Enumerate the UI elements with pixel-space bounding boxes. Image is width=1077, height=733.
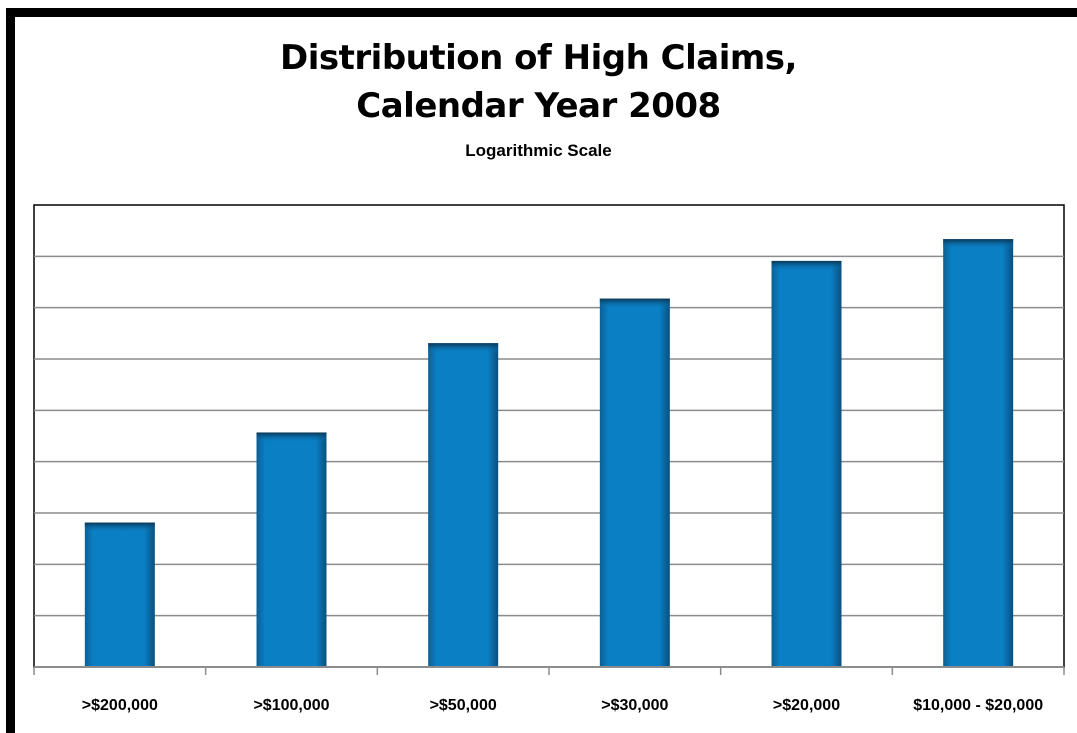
x-tick-label: >$100,000 xyxy=(253,697,329,714)
bar xyxy=(771,260,842,667)
x-tick-label: >$30,000 xyxy=(601,697,668,714)
bar-body xyxy=(599,298,670,667)
bar xyxy=(84,522,155,667)
bar xyxy=(256,432,327,667)
x-tick-label: $10,000 - $20,000 xyxy=(913,697,1043,714)
bar-top-shade xyxy=(256,432,327,443)
bar-top-shade xyxy=(599,298,670,309)
bar-body xyxy=(84,522,155,667)
x-tick-label: >$50,000 xyxy=(430,697,497,714)
bar-body xyxy=(428,343,499,667)
chart-title-line-2: Calendar Year 2008 xyxy=(356,86,721,126)
bar xyxy=(943,239,1014,667)
bar-top-shade xyxy=(943,239,1014,250)
bar-top-shade xyxy=(84,522,155,533)
x-axis xyxy=(33,666,1065,675)
x-tick-label: >$20,000 xyxy=(773,697,840,714)
bar-body xyxy=(256,432,327,667)
chart-title-line-1: Distribution of High Claims, xyxy=(280,38,797,78)
bar-body xyxy=(771,260,842,667)
bar-top-shade xyxy=(771,260,842,271)
plot-area xyxy=(33,204,1065,668)
bars xyxy=(84,239,1014,667)
bar-body xyxy=(943,239,1014,667)
x-tick-label: >$200,000 xyxy=(82,697,158,714)
bar-top-shade xyxy=(428,343,499,354)
x-tick-labels: >$200,000 >$100,000 >$50,000 >$30,000 >$20,0… xyxy=(82,697,1043,714)
chart-subtitle: Logarithmic Scale xyxy=(465,141,612,160)
bar xyxy=(599,298,670,667)
gridlines xyxy=(34,255,1064,617)
bar xyxy=(428,343,499,667)
